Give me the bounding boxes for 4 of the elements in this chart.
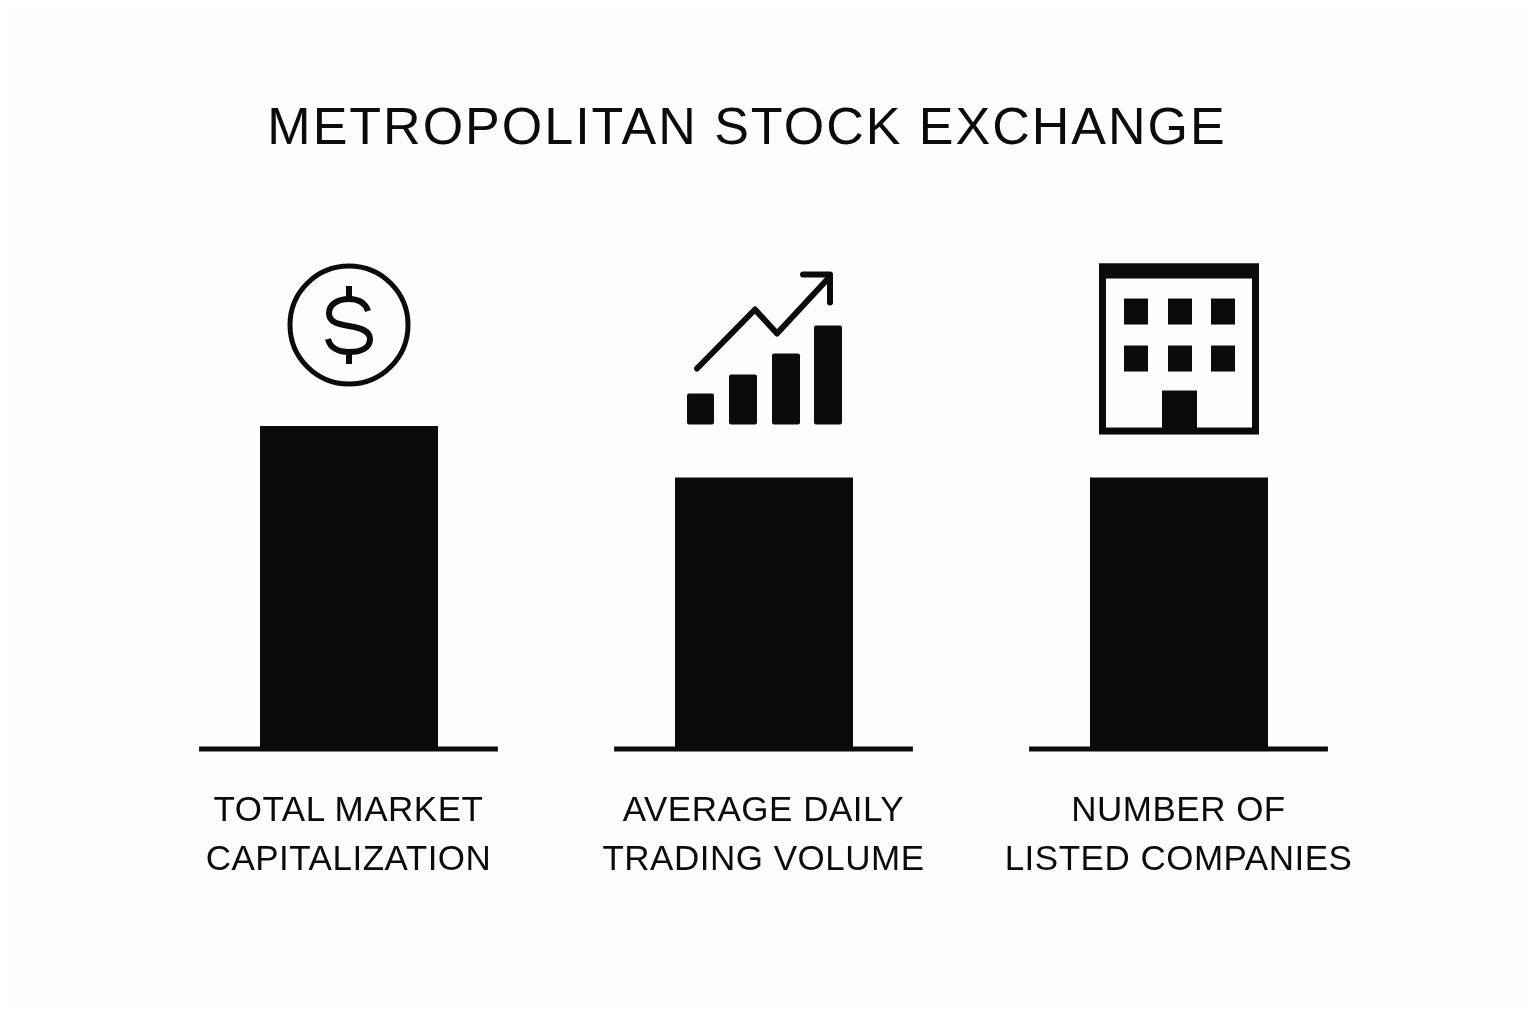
x-tick-label: TOTAL MARKET CAPITALIZATION	[205, 789, 492, 877]
x-tick-label: AVERAGE DAILY TRADING VOLUME	[602, 789, 925, 877]
chart-title: METROPOLITAN STOCK EXCHANGE	[266, 96, 1228, 156]
x-tick-label: NUMBER OF LISTED COMPANIES	[1004, 789, 1353, 877]
